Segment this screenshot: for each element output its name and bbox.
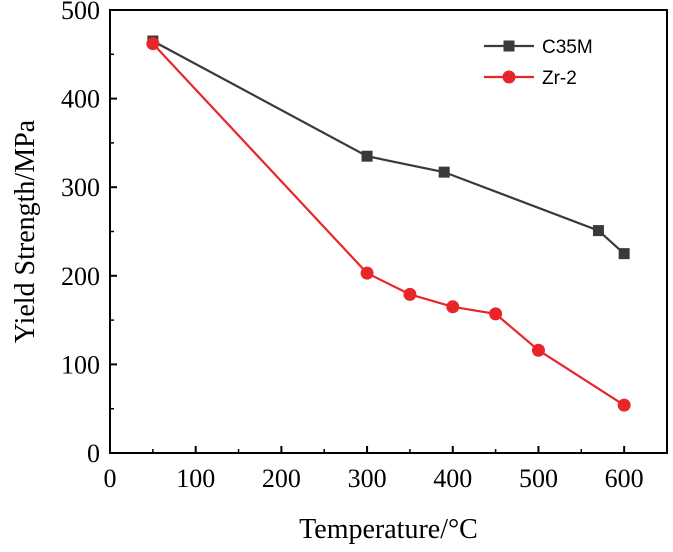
x-tick-label: 300 (348, 464, 387, 493)
x-tick-label: 0 (104, 464, 117, 493)
y-tick-label: 400 (61, 85, 100, 114)
data-point (592, 225, 604, 237)
x-axis-title: Temperature/°C (299, 514, 478, 545)
x-tick-label: 600 (605, 464, 644, 493)
y-tick-label: 0 (87, 439, 100, 468)
x-axis-ticks: 0 100 200 300 400 500 600 (104, 446, 644, 493)
legend-label: Zr-2 (542, 68, 577, 89)
data-point (146, 37, 160, 51)
data-point (446, 300, 460, 314)
series-line (152, 42, 625, 407)
legend-label: C35M (542, 37, 593, 58)
y-axis-ticks: 0 100 200 300 400 500 (61, 0, 117, 468)
plot-border (109, 9, 668, 454)
series-layer (146, 35, 631, 412)
data-point (617, 398, 631, 412)
legend-marker (503, 40, 515, 52)
y-tick-label: 200 (61, 262, 100, 291)
x-tick-label: 500 (519, 464, 558, 493)
legend-item: Zr-2 (484, 68, 577, 89)
legend: C35M Zr-2 (484, 37, 593, 89)
x-tick-label: 200 (262, 464, 301, 493)
data-point (618, 248, 630, 260)
data-point (361, 150, 373, 162)
legend-item: C35M (484, 37, 593, 58)
plot-frame (109, 9, 668, 454)
x-tick-label: 400 (433, 464, 472, 493)
y-tick-label: 300 (61, 173, 100, 202)
series-zr-2 (146, 37, 631, 412)
x-tick-label: 100 (176, 464, 215, 493)
data-point (438, 166, 450, 178)
data-point (360, 266, 374, 280)
y-tick-label: 500 (61, 0, 100, 25)
data-point (403, 287, 417, 301)
y-axis-title: Yield Strength/MPa (10, 119, 41, 343)
data-point (489, 307, 503, 321)
y-tick-label: 100 (61, 350, 100, 379)
data-point (531, 343, 545, 357)
legend-marker (502, 70, 516, 84)
